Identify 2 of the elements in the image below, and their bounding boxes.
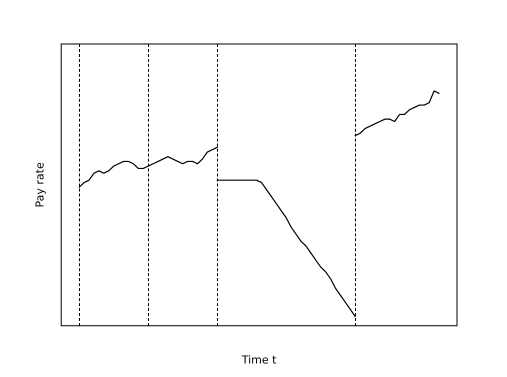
x-axis-title: Time t bbox=[240, 353, 278, 366]
y-axis-title: Pay rate bbox=[33, 162, 46, 208]
